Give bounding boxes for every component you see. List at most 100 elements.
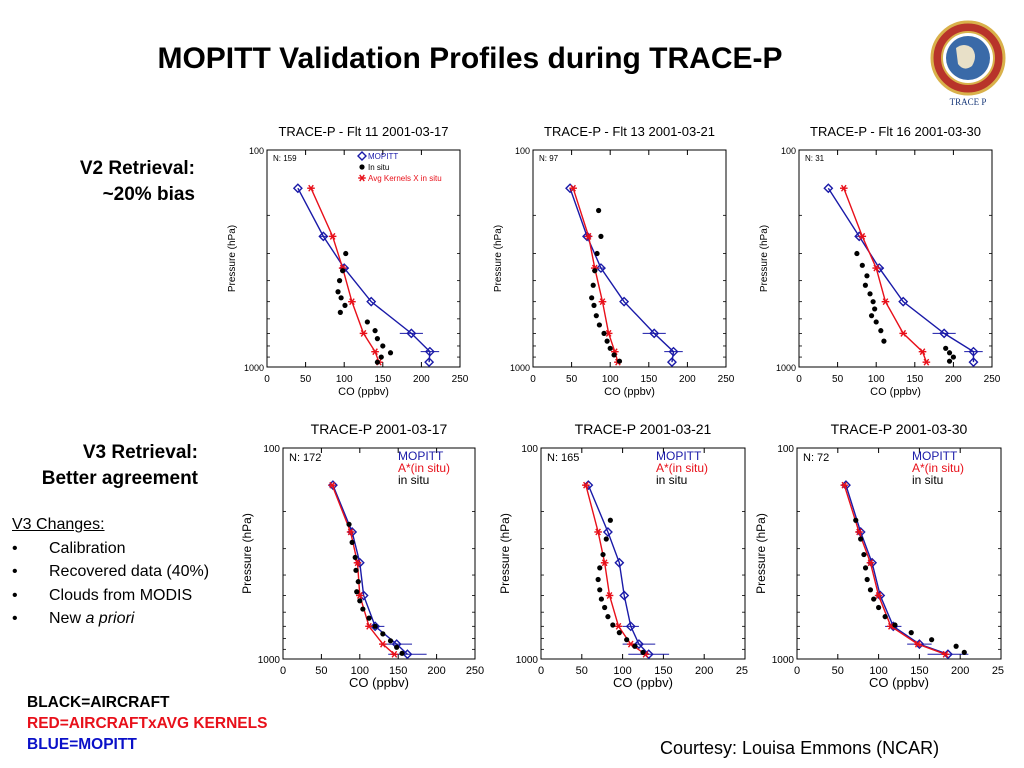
in-situ-point: [616, 630, 622, 636]
mopitt-point: [602, 526, 613, 537]
x-tick-label: 50: [576, 665, 588, 677]
y-tick-label: 1000: [510, 363, 530, 373]
chart-title: TRACE-P - Flt 11 2001-03-17: [278, 124, 448, 139]
mopitt-point: [402, 649, 413, 660]
plot-frame: [282, 447, 476, 660]
v2-retrieval-label: V2 Retrieval: ~20% bias: [10, 156, 195, 208]
in-situ-point: [364, 319, 370, 325]
in-situ-point: [355, 579, 361, 585]
in-situ-point: [950, 354, 956, 360]
x-axis-label: CO (ppbv): [338, 386, 389, 398]
plot-frame: [540, 447, 746, 660]
in-situ-point: [873, 319, 879, 325]
avg-kernel-point: [371, 348, 379, 356]
y-axis-label: Pressure (hPa): [227, 225, 238, 292]
mopitt-point: [318, 231, 329, 242]
chart-title: TRACE-P - Flt 16 2001-03-30: [810, 124, 981, 139]
in-situ-point: [346, 521, 352, 527]
in-situ-point: [374, 359, 380, 365]
y-tick-label: 1000: [776, 363, 796, 373]
series-line: [587, 484, 650, 655]
x-tick-label: 100: [869, 665, 887, 677]
avg-kernel-point: [840, 481, 849, 489]
y-axis-label: Pressure (hPa): [493, 225, 504, 292]
in-situ-point: [878, 328, 884, 334]
in-situ-point: [867, 587, 874, 593]
in-situ-point: [867, 291, 873, 297]
mopitt-point: [424, 357, 435, 368]
in-situ-point: [861, 551, 867, 558]
in-situ-point: [605, 614, 611, 620]
in-situ-point: [340, 268, 346, 274]
x-tick-label: 200: [427, 665, 445, 677]
series-line: [845, 484, 949, 655]
y-axis-label: Pressure (hPa): [754, 513, 768, 594]
avg-kernel-point: [569, 184, 577, 192]
legend-entry: in situ: [656, 473, 687, 487]
avg-kernel-point: [348, 298, 356, 306]
x-tick-label: 50: [832, 374, 844, 385]
slide-title: MOPITT Validation Profiles during TRACE-…: [157, 42, 783, 75]
v3-changes-heading: V3 Changes:: [12, 516, 105, 533]
in-situ-point: [600, 551, 606, 558]
series-line: [569, 187, 675, 363]
plot-series: [327, 480, 427, 660]
x-tick-label: 150: [654, 665, 672, 677]
avg-kernel-point: [328, 481, 336, 489]
v3-retrieval-label: V3 Retrieval: Better agreement: [0, 440, 198, 492]
n-count-label: N: 172: [289, 452, 321, 464]
in-situ-point: [349, 539, 355, 545]
avg-kernel-point: [874, 592, 883, 599]
in-situ-point: [892, 622, 898, 628]
in-situ-point: [607, 517, 613, 523]
series-line: [843, 484, 946, 655]
in-situ-point: [929, 637, 935, 643]
in-situ-point: [858, 536, 864, 542]
avg-kernel-point: [605, 592, 614, 599]
avg-kernel-point: [899, 329, 908, 337]
mopitt-point: [939, 328, 950, 339]
y-tick-label: 100: [515, 146, 530, 156]
in-situ-point: [596, 207, 602, 214]
in-situ-point: [602, 604, 608, 611]
mopitt-point: [292, 183, 303, 194]
mopitt-point: [366, 296, 377, 307]
avg-kernel-point: [365, 622, 373, 630]
v2-label-line2: ~20% bias: [102, 184, 195, 205]
in-situ-point: [335, 289, 341, 295]
in-situ-point: [394, 644, 400, 650]
in-situ-point: [624, 637, 630, 643]
series-line: [310, 187, 380, 363]
avg-kernel-point: [307, 184, 315, 192]
in-situ-point: [359, 164, 365, 170]
x-tick-label: 200: [945, 374, 962, 385]
in-situ-point: [881, 338, 887, 344]
y-tick-label: 1000: [772, 655, 795, 666]
in-situ-point: [868, 313, 875, 319]
x-tick-label: 50: [315, 665, 327, 677]
avg-kernel-point: [918, 348, 927, 356]
avg-kernel-point: [858, 232, 867, 240]
v3-change-item: Recovered data (40%): [12, 560, 209, 584]
x-tick-label: 250: [466, 665, 484, 677]
n-count-label: N: 159: [273, 154, 297, 163]
y-tick-label: 100: [249, 146, 264, 156]
in-situ-point: [592, 268, 598, 274]
x-tick-label: 250: [992, 665, 1004, 677]
in-situ-point: [366, 615, 372, 621]
x-tick-label: 150: [640, 374, 657, 385]
in-situ-point: [594, 250, 600, 257]
in-situ-point: [595, 576, 601, 583]
in-situ-point: [372, 328, 378, 334]
in-situ-point: [354, 589, 360, 595]
x-tick-label: 150: [910, 665, 928, 677]
x-tick-label: 100: [336, 374, 353, 385]
legend-black: BLACK=AIRCRAFT: [27, 694, 170, 711]
in-situ-point: [876, 604, 882, 611]
legend-entry: In situ: [368, 163, 389, 172]
x-tick-label: 250: [452, 374, 469, 385]
avg-kernel-point: [594, 528, 602, 536]
series-line: [585, 484, 646, 655]
in-situ-point: [596, 322, 602, 328]
trace-p-logo: TRACE P: [930, 20, 1006, 107]
